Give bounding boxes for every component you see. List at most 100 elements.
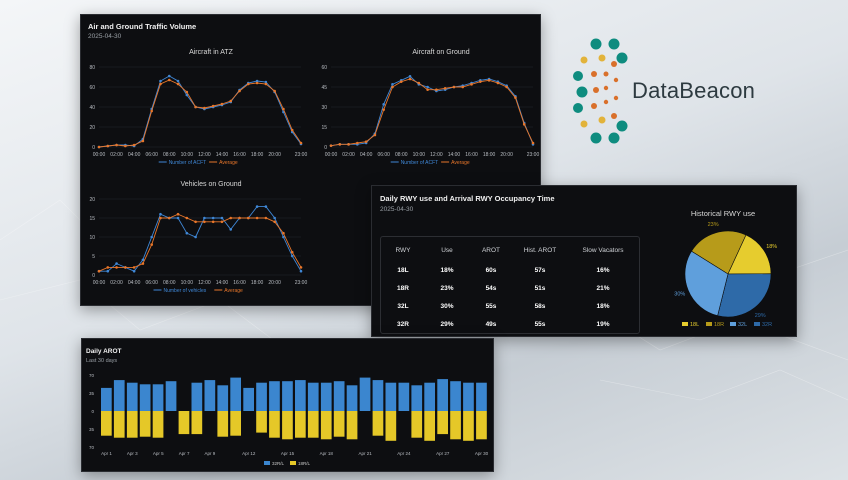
bar [269,381,280,411]
bar [127,411,138,438]
data-point [186,217,189,220]
bar [463,383,474,411]
bar [424,383,435,411]
legend-label: Number of ACFT [169,160,207,166]
bar [373,411,384,436]
bar [127,383,138,411]
data-point [418,82,421,85]
bar [295,411,306,438]
column-header: AROT [469,247,513,254]
data-point [194,236,197,239]
data-point [338,143,341,146]
data-point [470,83,473,86]
x-tick-label: 12:00 [198,280,211,286]
data-point [133,266,136,269]
pie-value-label: 23% [708,222,719,228]
y-tick-label: 40 [89,105,95,111]
data-point [382,103,385,106]
x-tick-label: 08:00 [163,280,176,286]
data-point [186,232,189,235]
data-point [291,251,294,254]
data-point [461,86,464,89]
beacon-dots-icon [572,30,634,154]
panel-title: Daily AROT [86,348,122,355]
x-tick-label: 18:00 [251,280,264,286]
y-tick-label: 0 [324,145,327,151]
bar [153,411,164,438]
y-tick-label: 20 [89,197,95,203]
cell: 29% [425,321,469,328]
x-tick-label: 08:00 [395,152,408,158]
logo-dot [611,61,617,67]
cell: 30% [425,303,469,310]
data-point [229,228,232,231]
x-tick-label: 06:00 [145,280,158,286]
x-tick-label: 14:00 [216,152,229,158]
x-tick-label: 04:00 [128,280,141,286]
data-point [273,217,276,220]
bar [192,411,203,434]
legend-label: Average [451,160,470,166]
logo-dot [614,96,618,100]
logo-dot [577,87,588,98]
data-point [497,82,500,85]
data-point [142,140,145,143]
data-point [291,129,294,132]
y-tick-label: 15 [89,216,95,222]
data-point [203,217,206,220]
series-line [99,80,301,147]
data-point [124,266,127,269]
bar [334,411,345,437]
y-tick-label: 0 [92,145,95,151]
logo-dot [609,133,620,144]
data-point [203,221,206,224]
cell: 58s [513,303,567,310]
cell: 18% [567,303,639,310]
data-point [212,217,215,220]
panel-title: Daily RWY use and Arrival RWY Occupancy … [380,194,555,203]
logo-dot [609,39,620,50]
x-tick-label: 23:00 [527,152,540,158]
data-point [256,217,259,220]
series-line [99,76,301,147]
legend-label: Number of ACFT [401,160,439,166]
x-tick-label: Apr 1 [101,451,112,456]
data-point [159,80,162,83]
bar [334,381,345,411]
table-row: 18L 18% 60s 57s 16% [381,261,639,279]
x-tick-label: 10:00 [181,152,194,158]
x-tick-label: Apr 3 [127,451,138,456]
cell: 18% [425,267,469,274]
data-point [435,88,438,91]
chart-title: Aircraft in ATZ [151,49,271,56]
column-header: Use [425,247,469,254]
x-tick-label: 06:00 [377,152,390,158]
bar [179,411,190,434]
x-tick-label: Apr 5 [153,451,164,456]
bar [463,411,474,441]
cell: 18R [381,285,425,292]
cell: 51s [513,285,567,292]
data-point [300,142,303,145]
data-point [505,86,508,89]
data-point [212,105,215,108]
series-line [99,214,301,271]
x-tick-label: 20:00 [268,280,281,286]
y-tick-label: 35 [89,391,95,396]
y-tick-label: 45 [321,85,327,91]
cell: 19% [567,321,639,328]
data-point [265,217,268,220]
data-point [374,134,377,137]
bar [360,378,371,411]
logo-dot [593,87,599,93]
x-tick-label: Apr 12 [242,451,256,456]
data-point [330,144,333,147]
x-tick-label: 23:00 [295,280,308,286]
logo-dot [573,71,583,81]
data-point [133,270,136,273]
y-tick-label: 0 [92,273,95,279]
bar [295,380,306,411]
table-row: 32L 30% 55s 58s 18% [381,297,639,315]
y-tick-label: 20 [89,125,95,131]
column-header: RWY [381,247,425,254]
